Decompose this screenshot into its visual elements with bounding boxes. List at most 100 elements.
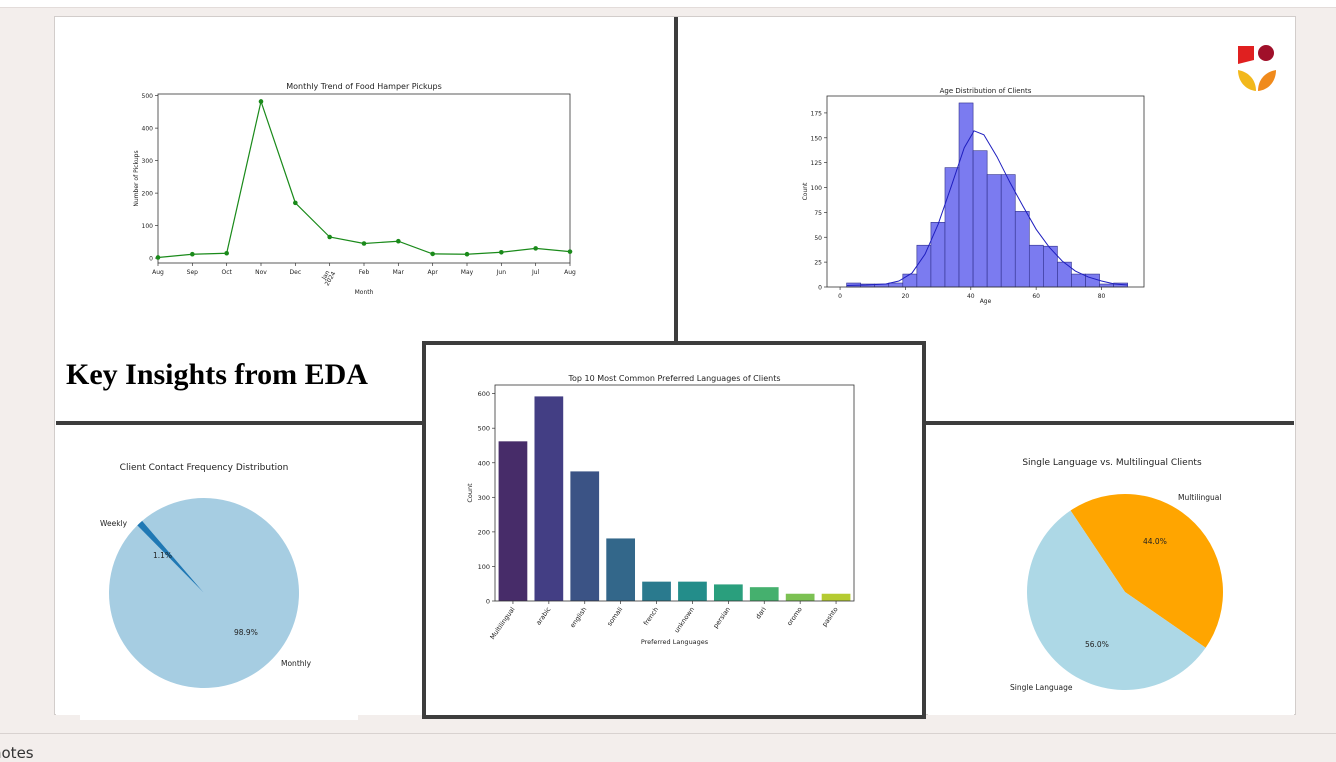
multilingual-chart: Single Language vs. Multilingual Clients… (1010, 458, 1223, 692)
histogram-bar (888, 282, 904, 288)
pickups-chart: Monthly Trend of Food Hamper Pickups 0 100… (133, 82, 576, 296)
x-axis-label: Month (355, 289, 374, 296)
language-bar (821, 593, 851, 601)
y-tick-label: 400 (478, 459, 490, 467)
x-tick-label: Mar (393, 269, 405, 276)
x-tick-label: Feb (359, 269, 370, 276)
x-tick-label: Nov (255, 269, 267, 276)
y-tick-label: 100 (811, 185, 823, 192)
language-bar (749, 587, 779, 601)
x-tick-label: Aug (152, 269, 164, 276)
histogram-bar (1028, 244, 1044, 288)
y-tick-label: 500 (142, 93, 154, 100)
notes-bar[interactable]: notes (0, 733, 1336, 762)
x-tick-label: Jul (531, 269, 540, 276)
x-axis-label: Preferred Languages (641, 638, 709, 646)
x-tick-label: dari (754, 605, 768, 620)
x-tick-label: oromo (785, 606, 803, 628)
y-tick-label: 0 (149, 256, 153, 263)
histogram-bar (972, 150, 988, 288)
x-axis-label: Age (980, 298, 992, 305)
pie-pct-multilingual: 44.0% (1143, 537, 1167, 546)
language-bar (678, 581, 707, 601)
data-point (327, 234, 332, 240)
language-bar (642, 581, 671, 601)
chart-title: Monthly Trend of Food Hamper Pickups (286, 82, 442, 91)
age-chart: Age Distribution of Clients 0 25 50 75 100 125… (802, 87, 1145, 305)
pie-pct-single-language: 56.0% (1085, 640, 1109, 649)
y-tick-label: 175 (811, 110, 823, 117)
histogram-bar (958, 102, 974, 288)
language-bar (570, 471, 600, 601)
x-tick-label: 40 (967, 293, 975, 300)
y-tick-label: 300 (478, 494, 490, 502)
x-tick-label: Oct (221, 269, 232, 276)
language-bar (785, 593, 815, 601)
chart-title: Single Language vs. Multilingual Clients (1022, 458, 1202, 468)
x-tick-label: Sep (187, 269, 199, 276)
x-tick-label: 0 (838, 293, 842, 300)
x-tick-label: persian (712, 606, 732, 630)
languages-chart: Top 10 Most Common Preferred Languages o… (466, 374, 855, 646)
data-point (567, 249, 573, 254)
x-tick-label: pashto (820, 606, 839, 629)
x-tick-label: french (642, 606, 660, 627)
organization-logo-icon (1238, 45, 1276, 91)
x-tick-label: Jun (496, 269, 507, 276)
x-tick-label: unknown (673, 606, 697, 635)
x-tick-label: 60 (1032, 293, 1040, 300)
y-tick-label: 200 (142, 191, 154, 198)
y-tick-label: 100 (478, 563, 490, 571)
y-tick-label: 300 (142, 158, 154, 165)
x-tick-label: Dec (290, 269, 302, 276)
pie-label-monthly: Monthly (281, 659, 312, 668)
y-tick-label: 0 (486, 598, 490, 606)
x-tick-label: 80 (1098, 293, 1106, 300)
multilingual-panel: Single Language vs. Multilingual Clients… (928, 425, 1294, 715)
pie-pct-monthly: 98.9% (234, 628, 258, 637)
language-bar (498, 441, 528, 601)
chart-title: Client Contact Frequency Distribution (120, 463, 289, 473)
data-point (361, 241, 367, 246)
pie-pct-weekly: 1.1% (153, 551, 172, 560)
data-point (499, 249, 504, 255)
histogram-bar (1099, 283, 1114, 288)
y-tick-label: 25 (814, 260, 822, 267)
languages-panel: Top 10 Most Common Preferred Languages o… (424, 343, 924, 715)
x-tick-label: Aug (564, 269, 576, 276)
language-bar (534, 396, 564, 601)
x-tick-label: May (461, 269, 474, 276)
language-bar (606, 538, 636, 601)
histogram-bar (1057, 261, 1072, 288)
data-point (258, 99, 264, 104)
data-point (396, 238, 401, 244)
y-tick-label: 600 (478, 390, 490, 398)
x-tick-label: english (568, 606, 588, 630)
y-axis-label: Number of Pickups (133, 150, 140, 206)
y-tick-label: 150 (811, 135, 823, 142)
pie-slice-weekly (137, 520, 204, 593)
histogram-bar (916, 244, 932, 288)
histogram-bar (1085, 273, 1100, 288)
plot-frame (157, 93, 571, 264)
data-point (190, 251, 195, 257)
slide-heading[interactable]: Key Insights from EDA (66, 358, 368, 391)
language-bar (713, 584, 743, 601)
histogram-bar (1000, 174, 1016, 288)
histogram-bar (1014, 211, 1030, 288)
y-tick-label: 75 (814, 210, 822, 217)
histogram-bar (930, 222, 946, 288)
x-tick-label: Multilingual (488, 605, 516, 641)
pie-label-weekly: Weekly (100, 519, 128, 528)
y-tick-label: 50 (814, 235, 822, 242)
data-point (224, 250, 229, 256)
y-axis-label: Count (466, 483, 474, 503)
data-point (430, 251, 435, 257)
kde-curve (846, 130, 1128, 287)
top-strip (0, 0, 1336, 8)
pie-label-multilingual: Multilingual (1178, 493, 1221, 502)
y-tick-label: 125 (811, 160, 823, 167)
y-tick-label: 200 (478, 528, 490, 536)
y-tick-label: 500 (478, 425, 490, 433)
y-tick-label: 0 (818, 285, 822, 292)
